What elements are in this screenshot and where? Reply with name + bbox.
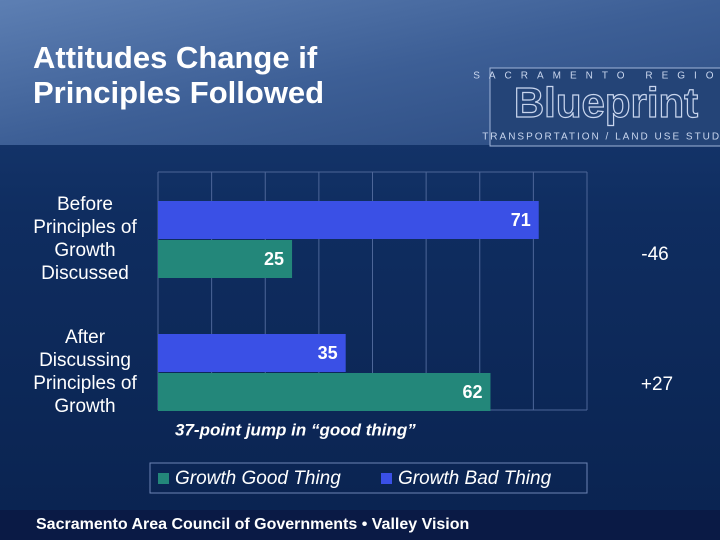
footer: Sacramento Area Council of Governments •…	[36, 516, 469, 533]
legend-swatch	[381, 473, 392, 484]
bar	[158, 334, 346, 372]
data-label: 71	[511, 210, 531, 230]
bar	[158, 240, 293, 278]
bar	[158, 201, 539, 239]
data-label: 35	[318, 343, 338, 363]
logo-box	[489, 67, 720, 147]
annotation: +27	[641, 374, 673, 395]
annotation: -46	[641, 244, 668, 265]
category-label: Before Principles of Growth Discussed	[33, 194, 137, 284]
logo-name: Blueprint	[514, 79, 698, 126]
legend-swatch	[158, 473, 169, 484]
annotation: 37-point jump in “good thing”	[175, 420, 416, 439]
data-label: 62	[462, 382, 482, 402]
legend-label: Growth Good Thing	[175, 468, 341, 489]
legend-box	[149, 462, 588, 494]
data-label: 25	[264, 249, 284, 269]
logo-top: SACRAMENTO REGION	[473, 71, 720, 82]
chart-title: Attitudes Change if Principles Followed	[33, 40, 325, 110]
category-label: After Discussing Principles of Growth	[33, 327, 137, 417]
legend-label: Growth Bad Thing	[398, 468, 552, 489]
footer-band	[0, 510, 720, 540]
logo-bottom: TRANSPORTATION / LAND USE STUDY	[482, 132, 720, 143]
bar	[158, 373, 491, 411]
